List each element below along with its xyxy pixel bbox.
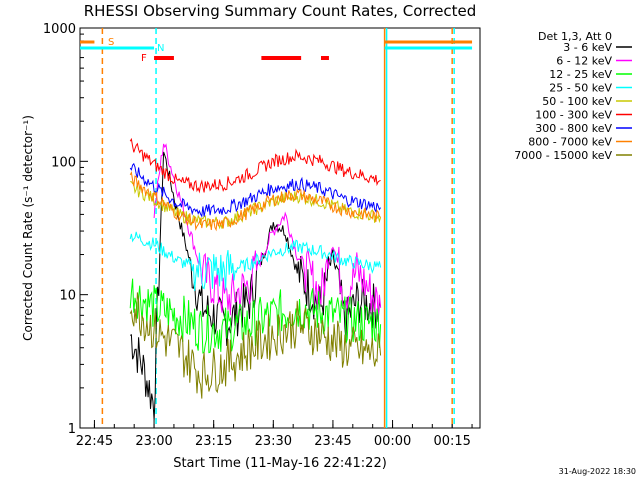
- x-tick-label: 23:30: [255, 434, 292, 449]
- chart-title: RHESSI Observing Summary Count Rates, Co…: [84, 2, 477, 20]
- series-line-3: [129, 231, 382, 291]
- flag-label-s: S: [108, 37, 114, 48]
- plot-frame: [79, 27, 481, 429]
- series-line-6: [129, 162, 382, 218]
- x-tick-label: 23:00: [135, 434, 172, 449]
- series-line-7: [129, 171, 381, 232]
- flag-bars: S NF: [80, 37, 473, 64]
- x-axis: 22:45 23:00 23:15 23:30 23:45 00:00 00:15: [76, 420, 473, 449]
- legend-label: 50 - 100 keV: [542, 95, 612, 108]
- series-line-4: [130, 181, 382, 230]
- x-tick-label: 23:45: [314, 434, 351, 449]
- x-tick-label: 22:45: [76, 434, 113, 449]
- y-tick-label: 100: [51, 155, 76, 170]
- legend-label: 3 - 6 keV: [563, 41, 612, 54]
- series-lines: [129, 137, 382, 421]
- y-axis-label: Corrected Count Rate (s⁻¹ detector⁻¹): [21, 115, 35, 341]
- y-axis: 1 10 100 1000: [43, 22, 88, 437]
- legend-label: 12 - 25 keV: [549, 68, 612, 81]
- legend-label: 7000 - 15000 keV: [514, 149, 612, 162]
- flag-label-n: N: [157, 43, 164, 54]
- x-tick-label: 00:15: [433, 434, 470, 449]
- x-tick-label: 23:15: [195, 434, 232, 449]
- series-line-5: [129, 137, 381, 194]
- legend-label: 800 - 7000 keV: [528, 136, 612, 149]
- y-tick-label: 10: [59, 289, 76, 304]
- series-line-0: [130, 151, 382, 421]
- legend-header: Det 1,3, Att 0: [538, 30, 612, 43]
- series-line-8: [129, 292, 382, 399]
- series-line-1: [153, 143, 382, 319]
- footer-timestamp: 31-Aug-2022 18:30: [559, 467, 636, 476]
- legend-label: 300 - 800 keV: [535, 122, 612, 135]
- legend-label: 6 - 12 keV: [556, 55, 612, 68]
- flag-label-f: F: [141, 53, 147, 64]
- x-axis-label: Start Time (11-May-16 22:41:22): [173, 456, 387, 471]
- x-tick-label: 00:00: [374, 434, 411, 449]
- y-tick-label: 1000: [43, 22, 76, 37]
- y-tick-label: 1: [68, 422, 76, 437]
- legend-label: 100 - 300 keV: [535, 109, 612, 122]
- legend-label: 25 - 50 keV: [549, 82, 612, 95]
